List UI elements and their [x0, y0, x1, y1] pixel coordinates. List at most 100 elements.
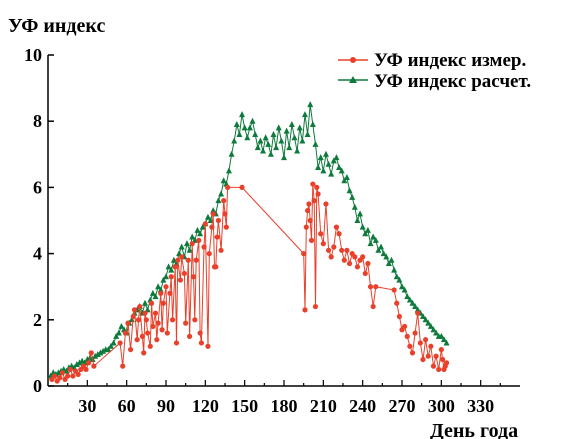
data-point-calculated	[189, 233, 196, 240]
data-point-measured	[341, 257, 347, 263]
data-point-measured	[196, 237, 202, 243]
data-point-measured	[339, 247, 345, 253]
data-point-calculated	[107, 342, 114, 349]
data-point-calculated	[236, 130, 243, 137]
data-point-measured	[310, 181, 316, 187]
data-point-measured	[301, 251, 307, 257]
data-point-measured	[167, 290, 173, 296]
data-point-measured	[135, 317, 142, 323]
data-point-calculated	[430, 326, 437, 333]
data-point-measured	[120, 363, 126, 369]
data-point-measured	[65, 373, 71, 379]
data-point-calculated	[317, 154, 324, 161]
data-point-calculated	[270, 130, 277, 137]
data-point-calculated	[199, 223, 206, 230]
data-point-measured	[415, 310, 421, 316]
data-point-calculated	[380, 250, 387, 257]
data-point-calculated	[354, 217, 361, 223]
data-point-measured	[225, 184, 231, 190]
data-point-calculated	[194, 226, 201, 233]
data-point-measured	[325, 247, 332, 253]
data-point-measured	[88, 350, 94, 356]
data-point-measured	[420, 356, 426, 363]
data-point-measured	[409, 350, 416, 356]
data-point-measured	[75, 371, 81, 378]
data-point-measured	[150, 323, 156, 330]
data-point-calculated	[110, 339, 117, 346]
data-point-measured	[158, 290, 164, 296]
data-point-measured	[407, 343, 413, 349]
data-point-calculated	[257, 137, 264, 144]
data-point-measured	[438, 346, 444, 353]
data-point-calculated	[262, 134, 269, 141]
data-point-measured	[148, 300, 155, 306]
data-point-calculated	[378, 243, 385, 250]
data-point-measured	[202, 221, 208, 227]
data-point-calculated	[333, 154, 340, 161]
data-point-measured	[440, 356, 446, 363]
data-point-calculated	[152, 293, 159, 300]
data-point-measured	[205, 343, 211, 349]
data-point-measured	[311, 198, 317, 204]
data-point-measured	[83, 366, 89, 373]
data-point-measured	[145, 330, 151, 336]
data-point-calculated	[275, 124, 282, 131]
data-point-calculated	[283, 127, 290, 134]
data-point-measured	[302, 307, 308, 313]
y-axis-label: УФ индекс	[8, 15, 105, 37]
data-point-calculated	[225, 167, 232, 174]
data-point-measured	[344, 247, 350, 253]
data-point-calculated	[336, 164, 343, 171]
data-point-calculated	[149, 289, 156, 296]
data-point-measured	[190, 274, 197, 280]
data-point-calculated	[412, 303, 419, 310]
data-point-calculated	[115, 329, 122, 336]
data-point-measured	[128, 346, 134, 353]
x-tick-label: 60	[118, 396, 136, 416]
data-point-measured	[152, 310, 159, 316]
data-point-calculated	[304, 130, 311, 137]
data-point-measured	[197, 330, 203, 336]
data-point-calculated	[383, 253, 390, 260]
data-point-calculated	[440, 336, 447, 343]
data-point-calculated	[364, 226, 371, 233]
data-point-calculated	[294, 147, 301, 154]
data-point-measured	[370, 303, 376, 310]
axis-ticks: 0 2 4 6 8 10 30 60 90 120 150 180 210 240 270 300 330	[24, 45, 501, 416]
data-point-calculated	[362, 230, 369, 237]
data-point-calculated	[328, 170, 335, 177]
data-point-calculated	[307, 101, 314, 108]
data-point-measured	[404, 333, 410, 339]
data-point-measured	[187, 333, 193, 339]
data-point-measured	[314, 184, 320, 190]
data-point-measured	[336, 231, 342, 237]
x-axis-label: День года	[430, 420, 518, 439]
plot-area	[47, 55, 520, 387]
y-tick-label: 8	[33, 111, 42, 131]
x-tick-label: 270	[389, 396, 416, 416]
data-point-measured	[57, 375, 63, 381]
data-point-measured	[318, 231, 324, 237]
data-point-calculated	[220, 177, 227, 184]
data-point-calculated	[228, 150, 235, 157]
data-point-calculated	[254, 144, 261, 151]
x-tick-label: 210	[310, 396, 337, 416]
data-point-measured	[346, 260, 353, 267]
data-point-calculated	[357, 210, 364, 217]
data-point-measured	[209, 224, 215, 230]
data-point-calculated	[204, 213, 211, 220]
data-point-measured	[391, 287, 397, 293]
data-point-measured	[417, 340, 423, 346]
data-point-calculated	[265, 140, 272, 147]
data-point-calculated	[370, 233, 377, 240]
data-point-calculated	[385, 260, 392, 267]
data-point-measured	[352, 254, 358, 260]
data-point-measured	[175, 257, 181, 263]
data-point-calculated	[113, 332, 120, 339]
legend-marker-measured	[350, 57, 356, 63]
legend-item-measured: УФ индекс измер.	[338, 50, 526, 71]
y-tick-label: 0	[33, 376, 42, 396]
data-point-measured	[428, 343, 434, 349]
data-point-calculated	[128, 316, 135, 323]
